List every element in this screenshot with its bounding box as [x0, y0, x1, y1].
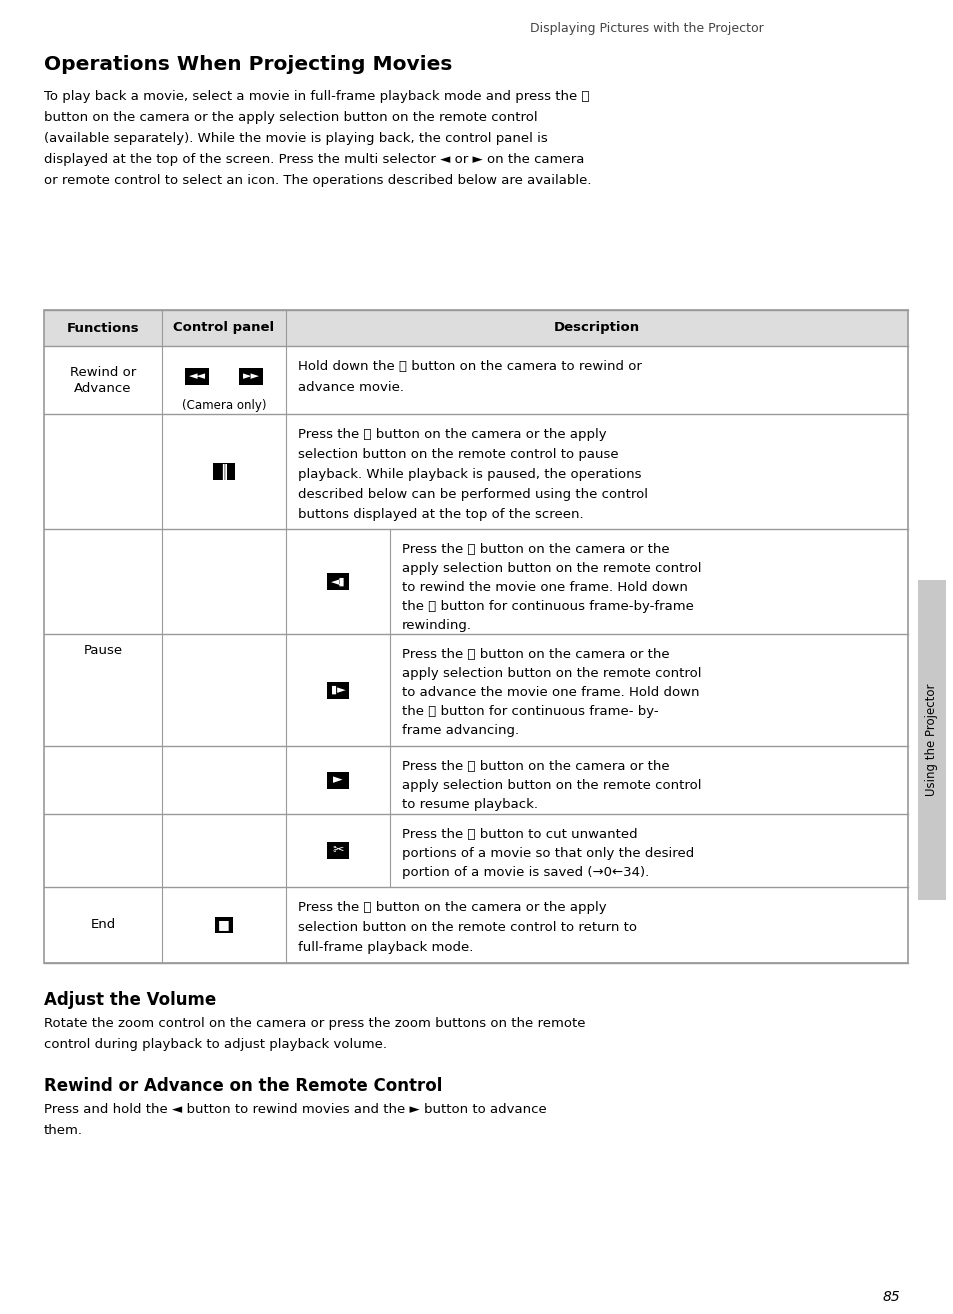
Text: apply selection button on the remote control: apply selection button on the remote con… — [401, 779, 700, 792]
Text: frame advancing.: frame advancing. — [401, 724, 518, 737]
Bar — [327, 771, 349, 788]
Text: selection button on the remote control to return to: selection button on the remote control t… — [297, 921, 637, 934]
Text: rewinding.: rewinding. — [401, 619, 472, 632]
Text: To play back a movie, select a movie in full-frame playback mode and press the Ⓢ: To play back a movie, select a movie in … — [44, 89, 589, 102]
Text: apply selection button on the remote control: apply selection button on the remote con… — [401, 668, 700, 681]
Text: Using the Projector: Using the Projector — [924, 683, 938, 796]
Text: Hold down the Ⓢ button on the camera to rewind or: Hold down the Ⓢ button on the camera to … — [297, 360, 641, 373]
Text: ◄◄: ◄◄ — [189, 371, 205, 381]
Text: Press and hold the ◄ button to rewind movies and the ► button to advance: Press and hold the ◄ button to rewind mo… — [44, 1102, 546, 1116]
Bar — [213, 463, 234, 480]
Text: ■: ■ — [218, 918, 230, 932]
Text: displayed at the top of the screen. Press the multi selector ◄ or ► on the camer: displayed at the top of the screen. Pres… — [44, 152, 584, 166]
Text: buttons displayed at the top of the screen.: buttons displayed at the top of the scre… — [297, 509, 583, 520]
Text: Press the Ⓢ button on the camera or the: Press the Ⓢ button on the camera or the — [401, 648, 669, 661]
Bar — [917, 579, 945, 900]
Text: full-frame playback mode.: full-frame playback mode. — [297, 941, 473, 954]
Text: Press the Ⓢ button to cut unwanted: Press the Ⓢ button to cut unwanted — [401, 828, 637, 841]
Text: playback. While playback is paused, the operations: playback. While playback is paused, the … — [297, 468, 640, 481]
Text: Operations When Projecting Movies: Operations When Projecting Movies — [44, 55, 452, 74]
Bar — [327, 682, 349, 699]
Text: advance movie.: advance movie. — [297, 381, 403, 394]
Text: Advance: Advance — [74, 381, 132, 394]
Text: ◄▮: ◄▮ — [331, 577, 345, 586]
Text: them.: them. — [44, 1123, 83, 1137]
Text: ►: ► — [333, 774, 342, 787]
Bar — [44, 310, 907, 346]
Bar — [327, 573, 349, 590]
Text: portion of a movie is saved (→0←34).: portion of a movie is saved (→0←34). — [401, 866, 649, 879]
Text: ▮►: ▮► — [331, 685, 345, 695]
Text: the Ⓢ button for continuous frame- by-: the Ⓢ button for continuous frame- by- — [401, 706, 658, 717]
Text: or remote control to select an icon. The operations described below are availabl: or remote control to select an icon. The… — [44, 173, 591, 187]
Text: Pause: Pause — [83, 644, 122, 657]
Text: apply selection button on the remote control: apply selection button on the remote con… — [401, 562, 700, 576]
Text: ‖: ‖ — [220, 464, 228, 480]
Text: Press the Ⓢ button on the camera or the: Press the Ⓢ button on the camera or the — [401, 759, 669, 773]
Text: selection button on the remote control to pause: selection button on the remote control t… — [297, 448, 618, 461]
Bar — [185, 368, 209, 385]
Text: ✂: ✂ — [332, 844, 343, 858]
Text: Displaying Pictures with the Projector: Displaying Pictures with the Projector — [530, 22, 763, 35]
Text: Press the Ⓢ button on the camera or the apply: Press the Ⓢ button on the camera or the … — [297, 901, 606, 915]
Bar — [327, 842, 349, 859]
Text: 85: 85 — [882, 1290, 899, 1303]
Text: Rewind or Advance on the Remote Control: Rewind or Advance on the Remote Control — [44, 1077, 442, 1095]
Text: to resume playback.: to resume playback. — [401, 798, 537, 811]
Text: to rewind the movie one frame. Hold down: to rewind the movie one frame. Hold down — [401, 581, 687, 594]
Text: portions of a movie so that only the desired: portions of a movie so that only the des… — [401, 848, 694, 859]
Text: Press the Ⓢ button on the camera or the apply: Press the Ⓢ button on the camera or the … — [297, 428, 606, 442]
Text: button on the camera or the apply selection button on the remote control: button on the camera or the apply select… — [44, 110, 537, 124]
Text: Adjust the Volume: Adjust the Volume — [44, 991, 216, 1009]
Text: Functions: Functions — [67, 322, 139, 335]
Bar — [239, 368, 263, 385]
Text: ►►: ►► — [242, 371, 259, 381]
Text: control during playback to adjust playback volume.: control during playback to adjust playba… — [44, 1038, 387, 1051]
Text: Description: Description — [554, 322, 639, 335]
Text: to advance the movie one frame. Hold down: to advance the movie one frame. Hold dow… — [401, 686, 699, 699]
Bar — [214, 917, 233, 933]
Text: Rewind or: Rewind or — [70, 365, 136, 378]
Text: the Ⓢ button for continuous frame-by-frame: the Ⓢ button for continuous frame-by-fra… — [401, 600, 693, 614]
Text: End: End — [91, 918, 115, 932]
Text: (Camera only): (Camera only) — [182, 399, 266, 413]
Bar — [44, 310, 907, 963]
Text: Control panel: Control panel — [173, 322, 274, 335]
Text: Rotate the zoom control on the camera or press the zoom buttons on the remote: Rotate the zoom control on the camera or… — [44, 1017, 585, 1030]
Text: Press the Ⓢ button on the camera or the: Press the Ⓢ button on the camera or the — [401, 543, 669, 556]
Text: (available separately). While the movie is playing back, the control panel is: (available separately). While the movie … — [44, 131, 547, 145]
Text: described below can be performed using the control: described below can be performed using t… — [297, 487, 647, 501]
